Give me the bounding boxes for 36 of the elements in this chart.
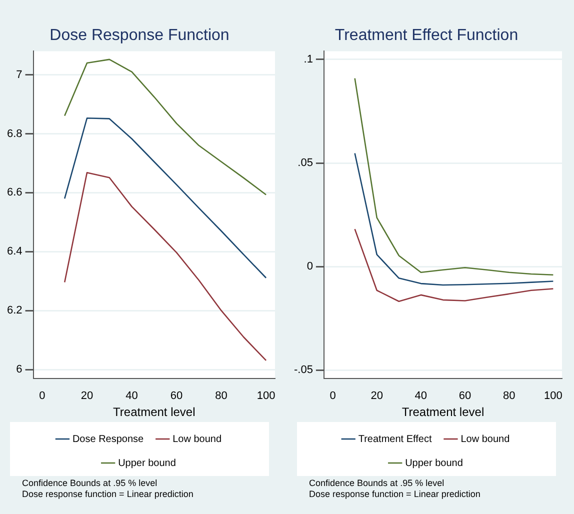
x-axis-title: Treatment level [113,405,196,420]
y-tick-label: 7 [16,68,22,81]
y-tick-label: 6.6 [6,186,22,199]
x-tick-label: 40 [126,390,138,402]
text: Dose response function = Linear prediction [22,489,194,500]
text: Confidence Bounds at .95 % level [22,478,158,489]
x-tick-label: 0 [39,390,46,402]
y-tick-label: .1 [304,54,313,66]
y-tick-label: 6 [16,364,22,376]
x-tick-label: 20 [80,390,94,402]
y-tick-label: 6.8 [6,128,22,140]
y-tick-label: -.05 [294,364,313,376]
legend-label: Dose Response [72,434,144,445]
x-tick-label: 100 [544,390,562,402]
legend-label: Low bound [460,434,510,445]
x-tick-label: 0 [330,390,336,402]
x-tick-label: 60 [458,390,472,402]
legend-label: Upper bound [118,458,176,469]
chart-title: Treatment Effect Function [334,27,518,44]
x-axis-title: Treatment level [402,405,484,420]
chart-title: Dose Response Function [50,27,230,44]
y-tick-label: 6.2 [6,304,22,317]
x-tick-label: 100 [256,390,276,402]
x-tick-label: 80 [215,390,228,402]
x-tick-label: 40 [414,390,428,402]
x-tick-label: 80 [502,390,516,402]
x-tick-label: 20 [370,390,383,402]
y-tick-label: .05 [298,157,313,170]
legend-label: Upper bound [405,458,463,469]
legend-label: Treatment Effect [358,434,432,445]
text: Confidence Bounds at .95 % level [309,478,446,489]
legend-label: Low bound [172,434,222,445]
y-tick-label: 6.4 [6,246,22,258]
text: Dose response function = Linear prediction [309,489,482,500]
y-tick-label: 0 [306,260,313,273]
x-tick-label: 60 [170,390,183,402]
